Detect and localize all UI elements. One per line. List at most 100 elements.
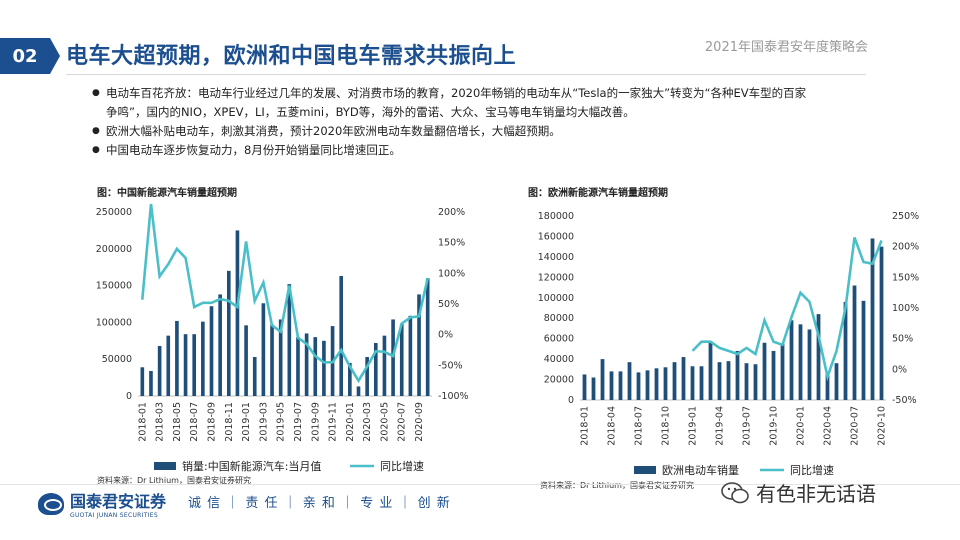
bar (183, 334, 188, 396)
logo-cn: 国泰君安证券 (70, 492, 167, 511)
x-tick-label: 2018-09 (207, 402, 218, 442)
y-left-tick-label: 140000 (538, 252, 574, 263)
bar (149, 370, 153, 396)
bar (166, 335, 171, 396)
bullet-item: 中国电动车逐步恢复动力，8月份开始销量同比增速回正。 (92, 141, 812, 160)
x-tick-label: 2018-10 (661, 406, 672, 446)
bar (192, 334, 197, 396)
x-tick-label: 2020-03 (362, 402, 373, 442)
y-left-tick-label: 180000 (538, 211, 574, 222)
y-right-tick-label: 0% (892, 364, 907, 375)
bar (157, 345, 162, 396)
x-tick-label: 2020-05 (379, 402, 390, 442)
bar (218, 294, 222, 396)
x-tick-label: 2018-07 (189, 402, 200, 442)
y-left-tick-label: 50000 (102, 354, 132, 365)
bar (609, 371, 614, 400)
legend-bar-swatch (634, 466, 656, 474)
legend-label: 欧洲电动车销量 (662, 463, 739, 477)
x-tick-label: 2019-11 (328, 402, 339, 442)
legend-label: 销量:中国新能源汽车:当月值 (182, 459, 321, 473)
y-left-tick-label: 120000 (538, 272, 574, 283)
logo-en: GUOTAI JUNAN SECURITIES (70, 512, 158, 519)
logo-icon (38, 492, 64, 515)
bar (356, 386, 361, 396)
x-tick-label: 2018-04 (607, 406, 618, 446)
bar (408, 315, 413, 396)
x-tick-label: 2019-09 (310, 402, 321, 442)
y-right-tick-label: 200% (438, 207, 465, 218)
chart-source-china: 资料来源：Dr Lithium，国泰君安证券研究 (97, 476, 251, 485)
bar (645, 370, 650, 400)
bar (780, 343, 785, 400)
page-number: 02 (12, 45, 38, 67)
europe-ev-sales-chart: 0 20000 40000 60000 80000 100000 120000 140000 1… (538, 211, 919, 477)
y-left-tick-label: 80000 (544, 313, 574, 324)
bar (825, 373, 830, 400)
china-ev-sales-chart: 0 50000 100000 150000 200000 250000 -100% -50% 0… (96, 203, 469, 473)
bar (600, 359, 605, 400)
bar (304, 333, 309, 396)
wechat-account-name: 有色非无话语 (756, 482, 876, 506)
x-tick-label: 2018-07 (634, 406, 645, 446)
x-tick-label: 2019-07 (293, 402, 304, 442)
x-tick-label: 2019-05 (276, 402, 287, 442)
bar (618, 371, 623, 400)
bar (140, 367, 145, 396)
bar (789, 320, 794, 400)
y-left-tick-label: 160000 (538, 231, 574, 242)
company-slogan: 诚 信 ｜ 责 任 ｜ 亲 和 ｜ 专 业 ｜ 创 新 (188, 496, 451, 511)
bar (672, 362, 677, 400)
y-right-tick-label: -50% (892, 395, 917, 406)
x-tick-label: 2020-01 (345, 402, 356, 442)
bar (417, 294, 421, 396)
company-logo: 国泰君安证券 GUOTAI JUNAN SECURITIES (38, 488, 166, 519)
bar (261, 303, 266, 396)
x-tick-label: 2020-10 (877, 406, 888, 446)
bar (582, 374, 587, 400)
y-left-tick-label: 200000 (96, 244, 132, 255)
y-left-tick-label: 250000 (96, 207, 132, 218)
bar (699, 366, 704, 400)
bar (681, 357, 686, 400)
growth-line (691, 237, 883, 382)
y-right-tick-label: 50% (438, 299, 459, 310)
x-tick-label: 2020-09 (414, 402, 425, 442)
x-tick-label: 2020-07 (397, 402, 408, 442)
x-tick-label: 2018-11 (224, 402, 235, 442)
bar (870, 238, 875, 400)
page-title: 电车大超预期，欧洲和中国电车需求共振向上 (66, 44, 517, 69)
x-tick-label: 2019-01 (241, 402, 252, 442)
x-tick-label: 2020-04 (823, 406, 834, 446)
legend-label: 同比增速 (380, 459, 424, 473)
bar (807, 329, 812, 400)
y-left-tick-label: 0 (126, 391, 132, 402)
bar (270, 324, 274, 396)
bar (348, 362, 352, 396)
x-tick-label: 2019-07 (742, 406, 753, 446)
bullet-item: 电动车百花齐放：电动车行业经过几年的发展、对消费市场的教育，2020年畅销的电动… (92, 84, 812, 122)
y-left-tick-label: 60000 (544, 334, 574, 345)
y-right-tick-label: 150% (892, 272, 919, 283)
bar (762, 342, 767, 400)
y-left-tick-label: 0 (568, 395, 574, 406)
footer-divider (0, 484, 960, 485)
wechat-icon (721, 481, 749, 503)
bar (339, 276, 344, 396)
legend-bar-swatch (154, 462, 176, 470)
bar (399, 323, 404, 396)
bar (391, 319, 395, 396)
x-tick-label: 2019-04 (715, 406, 726, 446)
x-tick-label: 2019-03 (258, 402, 269, 442)
y-left-tick-label: 100000 (96, 317, 132, 328)
bar (244, 325, 248, 396)
y-left-tick-label: 20000 (544, 375, 574, 386)
bar (636, 372, 641, 400)
bar (591, 377, 596, 400)
bar (322, 340, 326, 396)
bar (879, 246, 884, 400)
bar (735, 350, 740, 400)
bar (798, 324, 803, 400)
bar (834, 363, 839, 400)
bar (816, 314, 821, 400)
